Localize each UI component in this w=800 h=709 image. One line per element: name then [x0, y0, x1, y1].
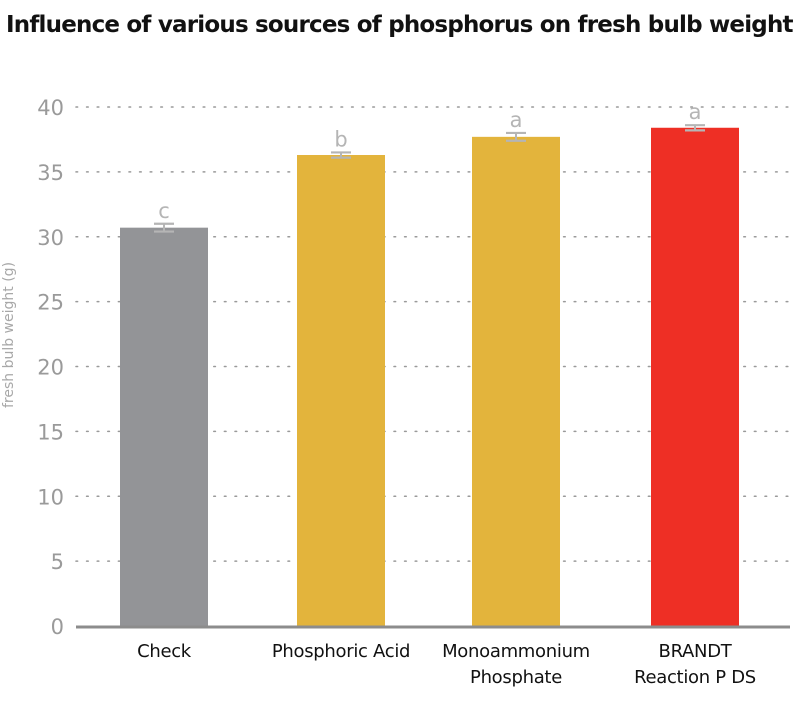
y-tick-label: 30 [37, 226, 64, 250]
error-bar [154, 222, 174, 233]
bar [120, 227, 208, 627]
y-tick-label: 25 [37, 291, 64, 315]
bar [651, 127, 739, 626]
chart-title: Influence of various sources of phosphor… [6, 12, 794, 38]
category-labels: Check Phosphoric Acid Monoammonium Phosphat… [137, 641, 756, 688]
y-tick-label: 10 [37, 485, 64, 509]
y-axis-ticks: 0 5 10 15 20 25 30 35 40 [37, 96, 64, 639]
significance-letter: b [334, 127, 347, 151]
significance-letter: c [158, 199, 170, 223]
bar [297, 155, 385, 626]
error-bar [506, 131, 526, 142]
error-bar [331, 151, 351, 159]
category-label: BRANDT [659, 641, 733, 662]
category-label: Reaction P DS [634, 667, 756, 688]
y-tick-label: 5 [51, 550, 64, 574]
y-tick-label: 20 [37, 356, 64, 380]
y-tick-label: 0 [51, 615, 64, 639]
category-label: Monoammonium [442, 641, 590, 662]
bar [472, 136, 560, 626]
y-tick-label: 35 [37, 161, 64, 185]
y-axis-label: fresh bulb weight (g) [1, 262, 17, 408]
error-bar [685, 124, 705, 132]
y-tick-label: 40 [37, 96, 64, 120]
category-label: Check [137, 641, 192, 662]
significance-letter: a [689, 100, 702, 124]
y-tick-label: 15 [37, 420, 64, 444]
significance-letter: a [510, 108, 523, 132]
bars [120, 127, 739, 627]
error-bars [154, 124, 705, 233]
category-label: Phosphoric Acid [272, 641, 410, 662]
significance-letters: c b a a [158, 100, 701, 223]
category-label: Phosphate [470, 667, 562, 688]
